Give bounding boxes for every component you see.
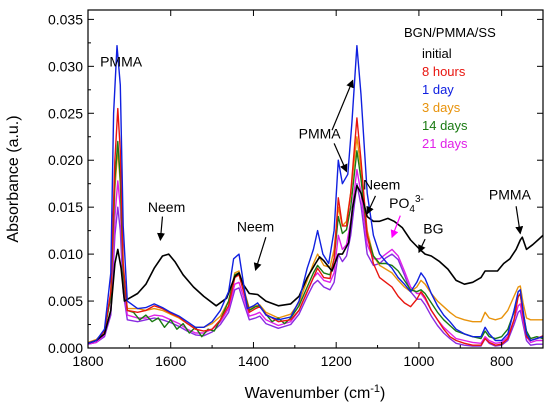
y-tick-label: 0.035 (48, 11, 83, 27)
y-axis-title: Absorbance (a.u.) (5, 115, 22, 242)
series-line-1 (88, 107, 543, 346)
y-tick-label: 0.010 (48, 246, 83, 262)
x-axis-title: Wavenumber (cm-1) (245, 383, 386, 402)
annotation-arrow (515, 206, 524, 235)
annotation-arrow (333, 143, 348, 173)
y-tick-label: 0.020 (48, 152, 83, 168)
annotation-label: Neem (363, 176, 400, 192)
y-tick-label: 0.005 (48, 293, 83, 309)
y-tick-label: 0.015 (48, 199, 83, 215)
legend-entry-2: 1 day (422, 82, 454, 97)
legend-entry-1: 8 hours (422, 64, 466, 79)
legend-title: BGN/PMMA/SS (404, 25, 496, 40)
x-axis-title-sup: -1 (370, 383, 380, 395)
plot-frame (87, 9, 544, 349)
x-tick-label: 800 (490, 353, 514, 369)
annotation-arrow (253, 237, 267, 272)
y-axis: 0.000 0.005 0.010 0.015 0.020 0.025 0.030 0.035 (48, 11, 543, 356)
series-line-4 (88, 140, 543, 344)
annotation-label: Neem (148, 199, 185, 215)
x-tick-label: 1600 (155, 353, 186, 369)
x-tick-label: 1000 (403, 353, 434, 369)
x-tick-label: 1800 (72, 353, 103, 369)
legend-entry-0: initial (422, 46, 452, 61)
series-line-5 (88, 168, 543, 345)
legend: BGN/PMMA/SS initial 8 hours 1 day 3 days 14 … (404, 25, 496, 151)
x-tick-label: 1400 (238, 353, 269, 369)
po4-annotation-label: PO43- (389, 194, 424, 215)
y-tick-label: 0.025 (48, 105, 83, 121)
legend-entry-5: 21 days (422, 136, 468, 151)
legend-entry-4: 14 days (422, 118, 468, 133)
y-tick-label: 0.000 (48, 340, 83, 356)
annotation-arrow (331, 79, 354, 131)
legend-entry-3: 3 days (422, 100, 461, 115)
annotation-label: Neem (237, 219, 274, 235)
annotation-label: PMMA (100, 53, 143, 69)
annotation-label: PMMA (299, 126, 342, 142)
y-tick-label: 0.030 (48, 58, 83, 74)
series-line-2 (88, 45, 543, 344)
series-layer (88, 45, 543, 347)
x-axis: 1800 1600 1400 1200 1000 800 (72, 10, 544, 369)
annotation-label: BG (423, 220, 443, 236)
annotation-label: PMMA (489, 187, 532, 203)
annotation-arrow (157, 216, 165, 242)
annotation-arrow (418, 238, 426, 254)
po4-annotation-arrow (390, 215, 401, 239)
annotation-layer: PMMA Neem Neem PMMA Neem BG PMMA PO43- (100, 53, 532, 272)
x-tick-label: 1200 (321, 353, 352, 369)
series-line-0 (88, 184, 543, 345)
annotation-arrow (366, 195, 377, 215)
